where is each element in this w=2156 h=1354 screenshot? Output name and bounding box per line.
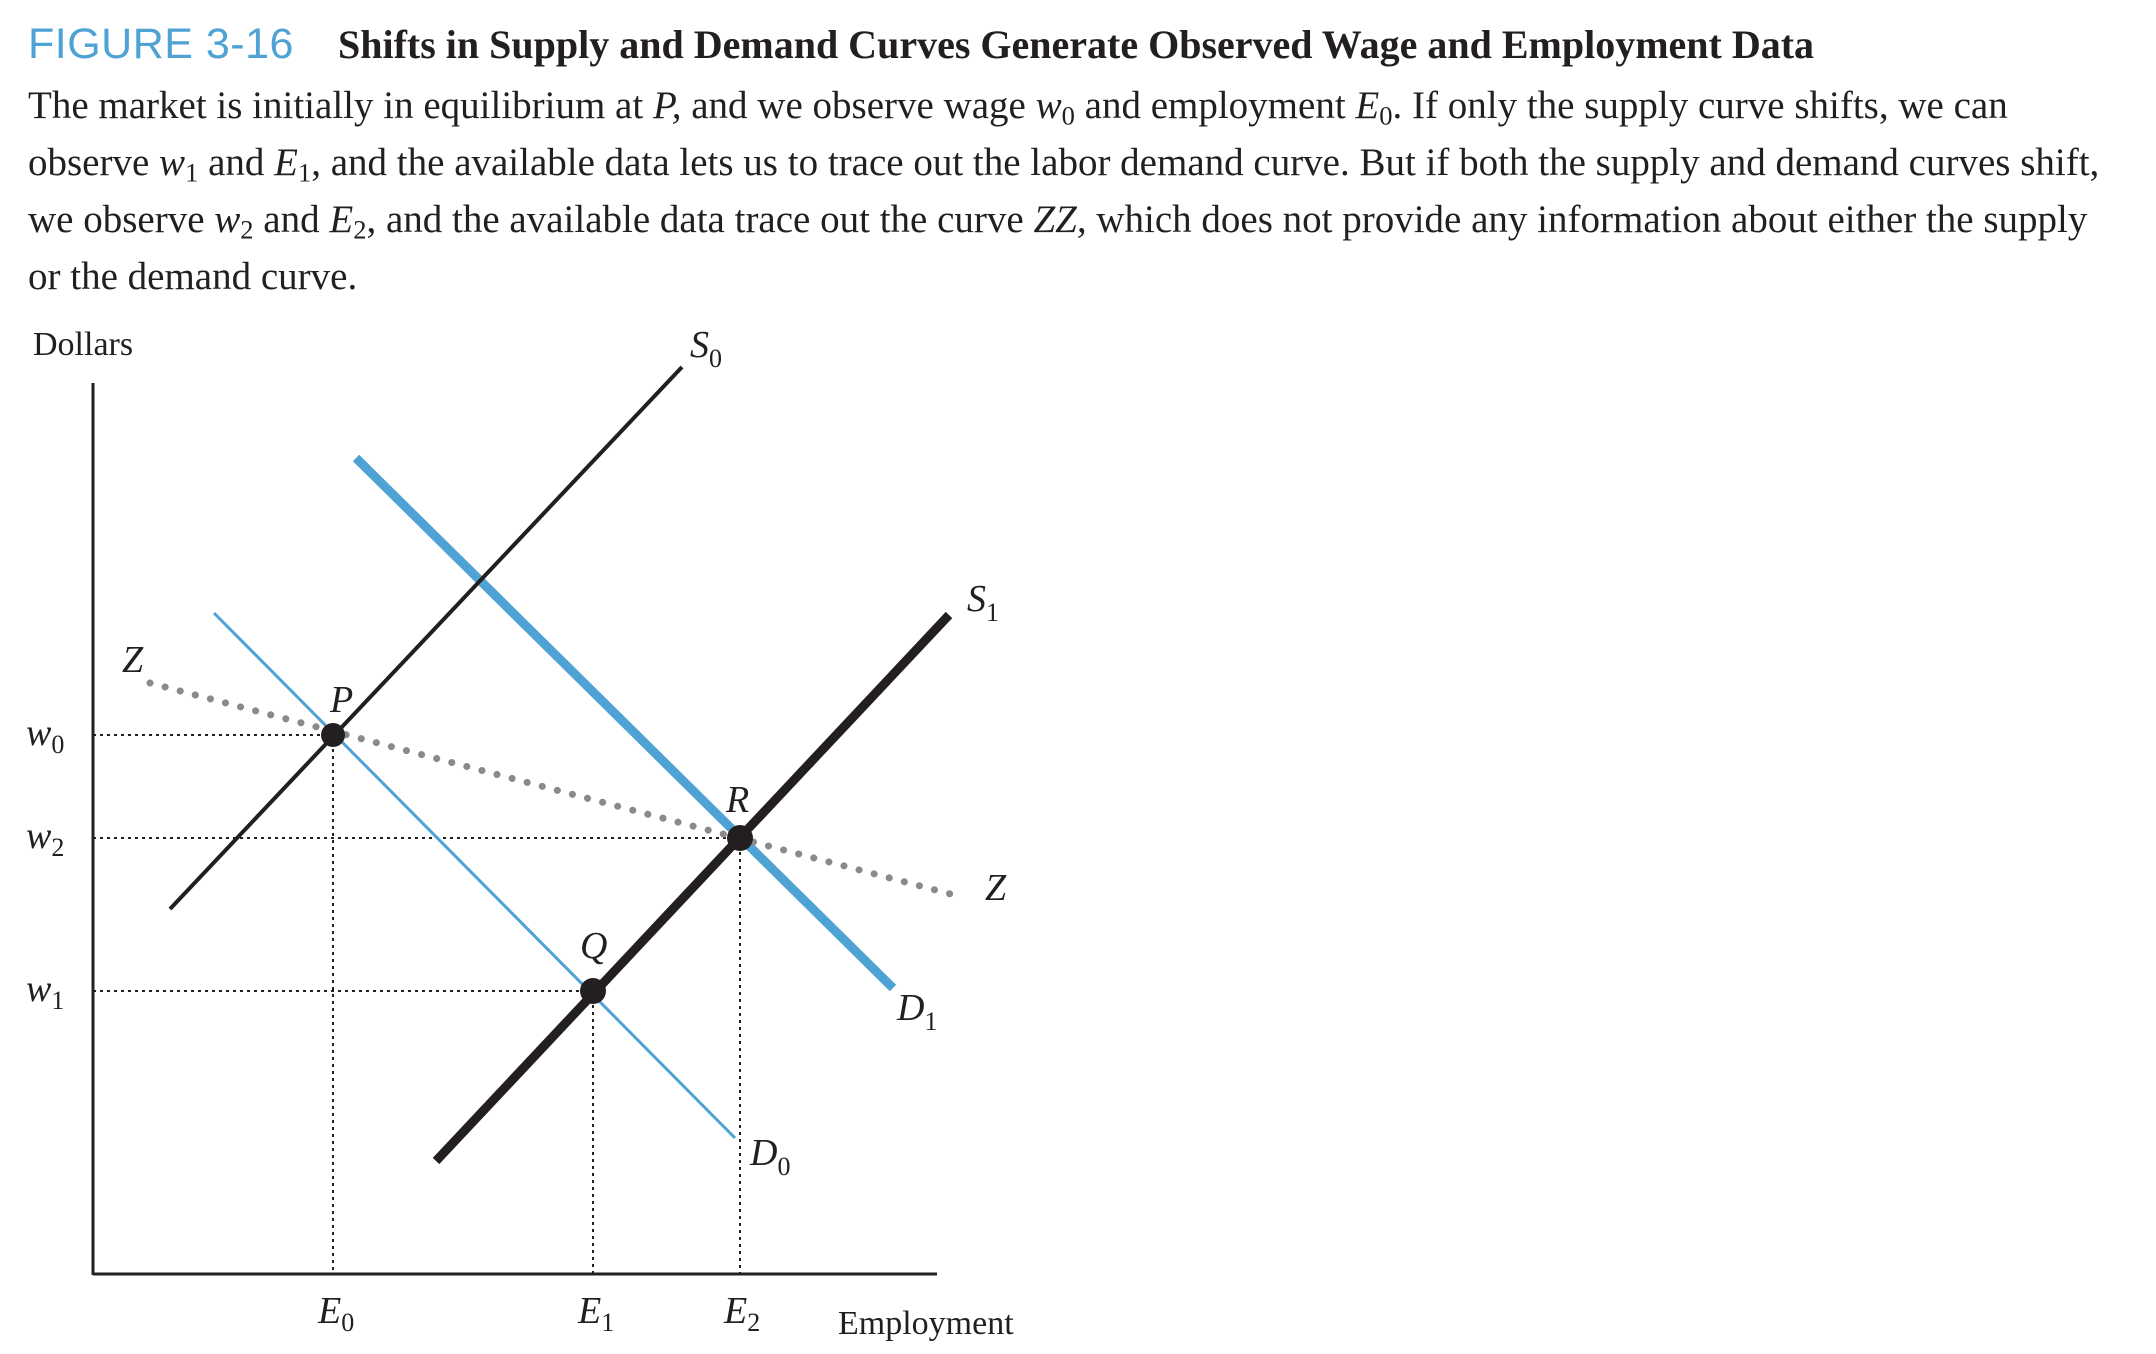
figure-heading: FIGURE 3-16 Shifts in Supply and Demand C…	[28, 12, 2138, 77]
label-p: P	[329, 679, 353, 721]
figure-caption: FIGURE 3-16 Shifts in Supply and Demand C…	[28, 12, 2138, 305]
tick-label-w1: w1	[26, 968, 64, 1015]
label-z-right: Z	[985, 867, 1007, 909]
point-q	[580, 978, 606, 1004]
label-s0: S0	[690, 324, 722, 373]
tick-label-w0: w0	[26, 712, 64, 759]
tick-label-e1: E1	[577, 1290, 614, 1337]
label-q: Q	[580, 925, 607, 967]
label-z-left: Z	[122, 639, 144, 681]
point-p	[321, 723, 345, 747]
label-s1: S1	[967, 578, 999, 627]
tick-label-e2: E2	[723, 1290, 760, 1337]
label-d0: D0	[749, 1132, 790, 1181]
figure-number: FIGURE 3-16	[28, 20, 294, 68]
y-axis-label: Dollars	[33, 326, 133, 363]
label-d1: D1	[896, 987, 937, 1036]
x-axis-label: Employment	[838, 1305, 1014, 1342]
tick-label-e0: E0	[317, 1290, 354, 1337]
tick-label-w2: w2	[26, 815, 64, 862]
supply-curve-s1	[432, 611, 953, 1165]
zz-curve	[146, 679, 966, 901]
figure-title: Shifts in Supply and Demand Curves Gener…	[337, 22, 1815, 67]
point-r	[727, 825, 753, 851]
demand-curve-d0	[212, 611, 737, 1140]
label-r: R	[725, 779, 749, 821]
demand-curve-d1	[352, 454, 897, 992]
supply-curve-s0	[168, 365, 684, 911]
figure-description: The market is initially in equilibrium a…	[28, 84, 2100, 298]
